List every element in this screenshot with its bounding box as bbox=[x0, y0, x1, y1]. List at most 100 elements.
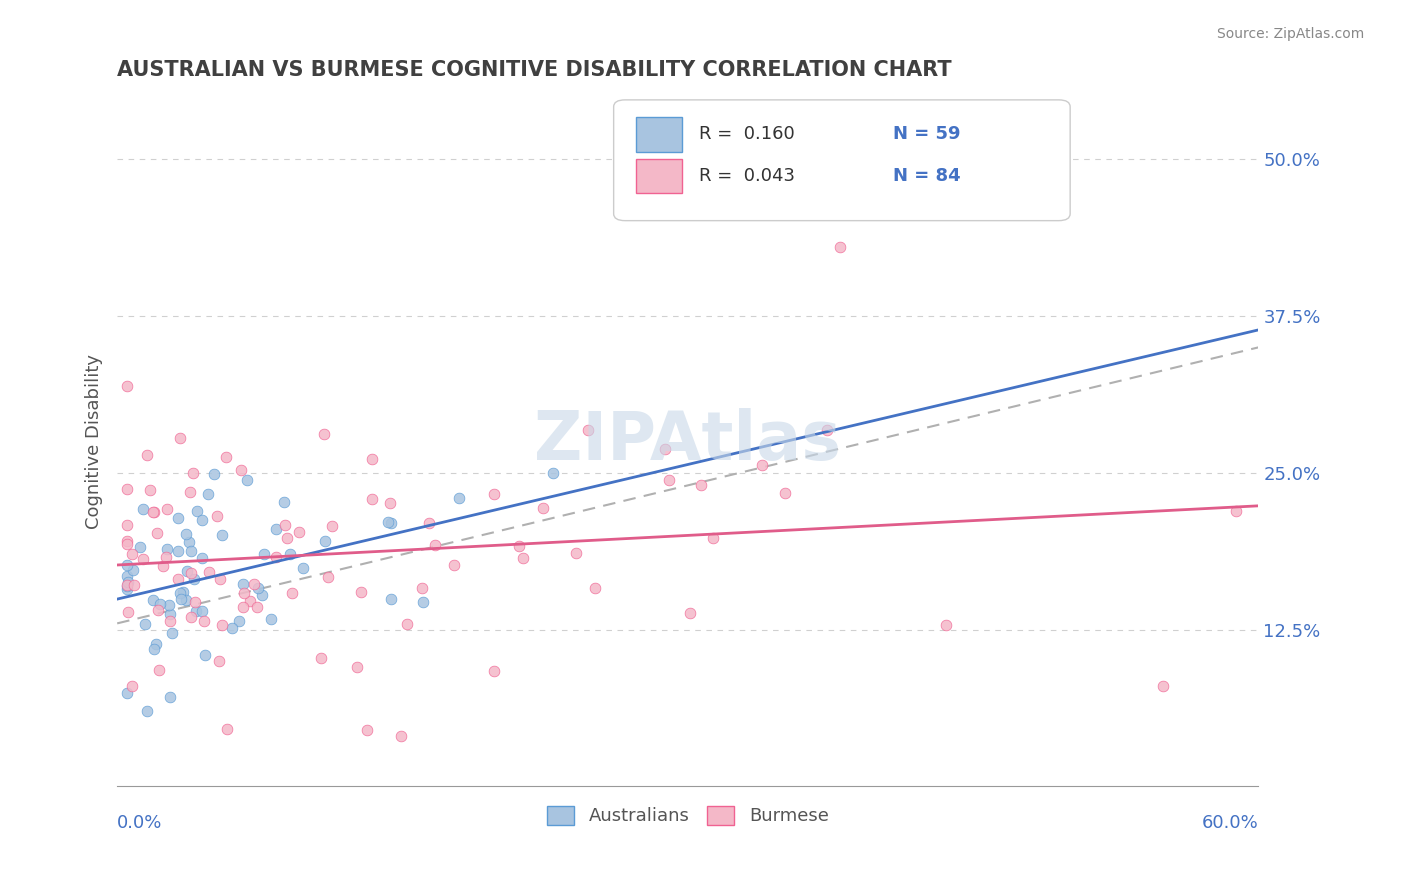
Point bbox=[191, 512, 214, 526]
Point bbox=[208, 572, 231, 586]
Point bbox=[228, 614, 250, 628]
Point bbox=[115, 578, 138, 592]
Point bbox=[115, 534, 138, 549]
Point bbox=[378, 496, 401, 510]
Point bbox=[247, 582, 270, 596]
Point bbox=[482, 665, 505, 679]
Point bbox=[145, 637, 167, 651]
Point bbox=[236, 474, 259, 488]
Point bbox=[1152, 679, 1174, 693]
Legend: Australians, Burmese: Australians, Burmese bbox=[540, 799, 837, 832]
Point bbox=[115, 537, 138, 551]
Point bbox=[129, 540, 152, 554]
Point bbox=[217, 722, 239, 736]
Point bbox=[232, 599, 254, 614]
Point bbox=[205, 508, 228, 523]
Point bbox=[583, 581, 606, 595]
Point bbox=[1225, 504, 1247, 518]
Text: R =  0.160: R = 0.160 bbox=[699, 126, 794, 144]
Point bbox=[565, 546, 588, 560]
Point bbox=[396, 617, 419, 632]
Point bbox=[186, 504, 208, 518]
Point bbox=[139, 483, 162, 497]
Point bbox=[121, 547, 143, 561]
Point bbox=[136, 704, 159, 718]
Point bbox=[183, 572, 205, 586]
Text: 0.0%: 0.0% bbox=[117, 814, 163, 832]
Point bbox=[318, 570, 340, 584]
Point bbox=[576, 423, 599, 437]
Point bbox=[508, 539, 530, 553]
Point bbox=[169, 586, 191, 600]
FancyBboxPatch shape bbox=[637, 117, 682, 152]
Point bbox=[361, 491, 384, 506]
Point bbox=[389, 729, 412, 743]
Point bbox=[194, 648, 217, 662]
Point bbox=[174, 527, 197, 541]
Point bbox=[412, 595, 434, 609]
Point bbox=[115, 569, 138, 583]
Point bbox=[264, 550, 287, 565]
Point bbox=[221, 621, 243, 635]
Point bbox=[172, 585, 194, 599]
Text: Source: ZipAtlas.com: Source: ZipAtlas.com bbox=[1216, 27, 1364, 41]
Text: N = 59: N = 59 bbox=[893, 126, 960, 144]
Point bbox=[115, 379, 138, 393]
Point bbox=[122, 578, 145, 592]
Point bbox=[132, 551, 155, 566]
Point bbox=[132, 502, 155, 516]
Point bbox=[121, 679, 143, 693]
Point bbox=[176, 564, 198, 578]
Point bbox=[115, 482, 138, 496]
Point bbox=[239, 594, 262, 608]
Point bbox=[115, 686, 138, 700]
Point bbox=[159, 690, 181, 705]
Point bbox=[190, 551, 212, 566]
Point bbox=[115, 582, 138, 596]
Point bbox=[828, 240, 851, 254]
Point bbox=[174, 593, 197, 607]
Point bbox=[122, 563, 145, 577]
Point bbox=[117, 575, 139, 590]
Point bbox=[411, 581, 433, 595]
Point bbox=[167, 510, 190, 524]
Point bbox=[198, 565, 221, 579]
Point bbox=[273, 495, 295, 509]
Point bbox=[346, 660, 368, 674]
Point bbox=[288, 525, 311, 540]
Point bbox=[541, 467, 564, 481]
Point bbox=[264, 522, 287, 536]
Point bbox=[152, 558, 174, 573]
Point bbox=[276, 531, 298, 545]
Point bbox=[658, 473, 681, 487]
Point bbox=[250, 589, 273, 603]
Point bbox=[167, 544, 190, 558]
Point bbox=[179, 535, 201, 549]
Point bbox=[312, 426, 335, 441]
Point bbox=[232, 576, 254, 591]
Point bbox=[159, 607, 181, 621]
Point bbox=[193, 614, 215, 628]
Point bbox=[135, 448, 157, 462]
Point bbox=[191, 604, 214, 618]
Point bbox=[115, 558, 138, 572]
Point bbox=[281, 586, 304, 600]
FancyBboxPatch shape bbox=[613, 100, 1070, 220]
Text: ZIPAtlas: ZIPAtlas bbox=[534, 409, 841, 475]
Point bbox=[159, 614, 181, 628]
Point bbox=[142, 592, 165, 607]
Point bbox=[321, 519, 343, 533]
Point bbox=[202, 467, 225, 481]
Point bbox=[278, 547, 301, 561]
Point bbox=[197, 487, 219, 501]
Point bbox=[690, 478, 713, 492]
Point bbox=[157, 598, 180, 612]
Point bbox=[215, 450, 238, 465]
Point bbox=[117, 605, 139, 619]
Point bbox=[449, 491, 471, 505]
Point bbox=[211, 618, 233, 632]
Point bbox=[443, 558, 465, 573]
Text: N = 84: N = 84 bbox=[893, 167, 960, 185]
Point bbox=[166, 572, 188, 586]
Point bbox=[160, 626, 183, 640]
